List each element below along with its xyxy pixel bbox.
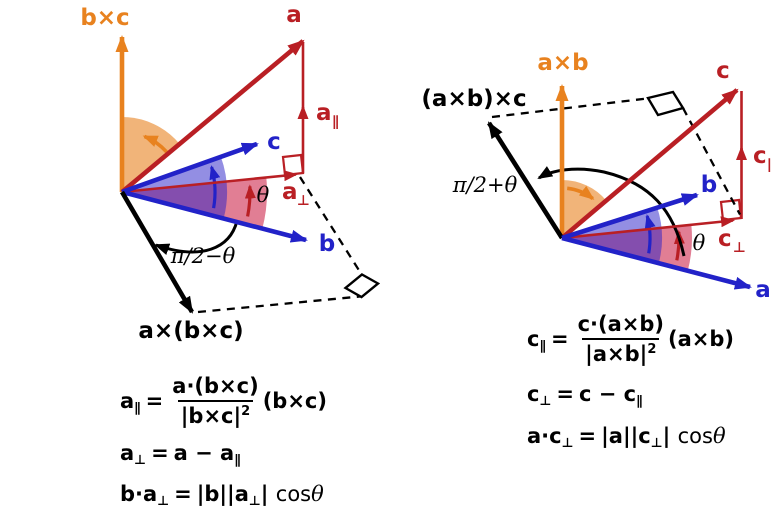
formula-a-parallel: a∥ = a·(b×c) |b×c|2 (b×c) (120, 374, 327, 428)
blue-arc-arrow-right (644, 214, 656, 254)
label-pi2-plus-theta: π/2+θ (452, 173, 518, 197)
formula-b-dot-a-perp: b·a⊥ = |b||a⊥| cosθ (120, 482, 324, 509)
vector-c-left (121, 141, 259, 195)
f-lhs: b·a⊥ (120, 482, 170, 509)
vector-b-right (561, 192, 699, 241)
label-axb: a×b (537, 50, 588, 76)
ab-angle-sector-right (562, 207, 663, 264)
pi2-minus-theta-arc (154, 220, 239, 255)
label-a-perp: a (282, 179, 298, 205)
label-a-parallel: a (316, 100, 332, 126)
orange-sector-right (562, 180, 607, 238)
formula-a-dot-c-perp: a·c⊥ = |a||c⊥| cosθ (527, 424, 726, 451)
label-theta-left: θ (257, 183, 270, 207)
equals-sign: = (578, 424, 597, 448)
formula-a-perp: a⊥ = a − a∥ (120, 441, 241, 468)
f-lhs: a∥ (120, 389, 141, 416)
denominator: |a×b|2 (582, 338, 660, 366)
perspective-right-angle-right (646, 90, 685, 117)
fraction: a·(b×c) |b×c|2 (169, 374, 261, 428)
f-lhs: a⊥ (120, 441, 147, 468)
label-c-parallel: c (753, 143, 767, 169)
dashed-line-right-1 (491, 97, 648, 119)
label-c-left: c (267, 129, 281, 155)
orange-sector-left (122, 116, 180, 192)
f-lhs: a·c⊥ (527, 424, 574, 451)
right-angle-marker-left (281, 153, 305, 177)
numerator: a·(b×c) (172, 374, 259, 398)
theta-arc-arrow-right (673, 229, 685, 261)
label-theta-right: θ (693, 231, 706, 255)
f-rhs: a − a∥ (173, 441, 241, 468)
label-c-right: c (716, 58, 730, 84)
f-lhs: c∥ (527, 327, 546, 354)
f-lhs: c⊥ (527, 382, 552, 409)
f-rhs: c − c∥ (578, 382, 643, 409)
label-a-perp-sub: ⊥ (297, 193, 310, 209)
equals-sign: = (550, 327, 569, 351)
vector-b-left (121, 189, 308, 243)
orange-arc-arrow-left (142, 134, 168, 154)
vector-c-right (560, 88, 739, 240)
label-b-right: b (701, 172, 717, 198)
pi2-plus-theta-arc (537, 166, 686, 257)
label-a-left: a (286, 2, 302, 28)
f-rhs: |a||c⊥| cosθ (601, 424, 726, 451)
label-c-parallel-sub: ∥ (767, 157, 771, 173)
label-axb-x-c: (a×b)×c (421, 86, 526, 112)
vector-axb-x-c (487, 121, 564, 240)
a-perp-vector (121, 170, 298, 194)
c-perp-vector (561, 216, 735, 240)
f-tail: (b×c) (262, 389, 327, 413)
fraction: c·(a×b) |a×b|2 (575, 312, 667, 366)
equals-sign: = (174, 482, 192, 506)
orange-arc-arrow-right (566, 185, 595, 201)
f-rhs: |b||a⊥| cosθ (196, 482, 324, 509)
equals-sign: = (556, 382, 574, 406)
label-c-perp: c (718, 226, 732, 252)
label-a-right: a (755, 277, 771, 303)
blue-arc-arrow-left (209, 165, 221, 209)
theta-arc-arrow-left (244, 184, 256, 217)
label-pi2-minus-theta: π/2−θ (170, 244, 236, 268)
f-tail: (a×b) (667, 327, 734, 351)
vector-a-x-bxc (120, 190, 194, 314)
equals-sign: = (145, 389, 164, 413)
right-angle-marker-right (719, 198, 743, 222)
perspective-right-angle-left (343, 273, 381, 299)
dashed-line-left-2 (197, 295, 361, 314)
label-bxc: b×c (80, 5, 129, 31)
denominator: |b×c|2 (177, 400, 254, 428)
numerator: c·(a×b) (577, 312, 664, 336)
label-c-perp-sub: ⊥ (733, 240, 746, 256)
label-a-parallel-sub: ∥ (332, 114, 339, 130)
vector-a-left (120, 39, 305, 194)
formula-c-perp: c⊥ = c − c∥ (527, 382, 643, 409)
dashed-line-left-1 (299, 176, 362, 275)
equals-sign: = (151, 441, 169, 465)
vector-a-right (561, 235, 752, 290)
formula-c-parallel: c∥ = c·(a×b) |a×b|2 (a×b) (527, 312, 734, 366)
label-a-x-bxc: a×(b×c) (138, 318, 243, 344)
label-b-left: b (319, 231, 335, 257)
